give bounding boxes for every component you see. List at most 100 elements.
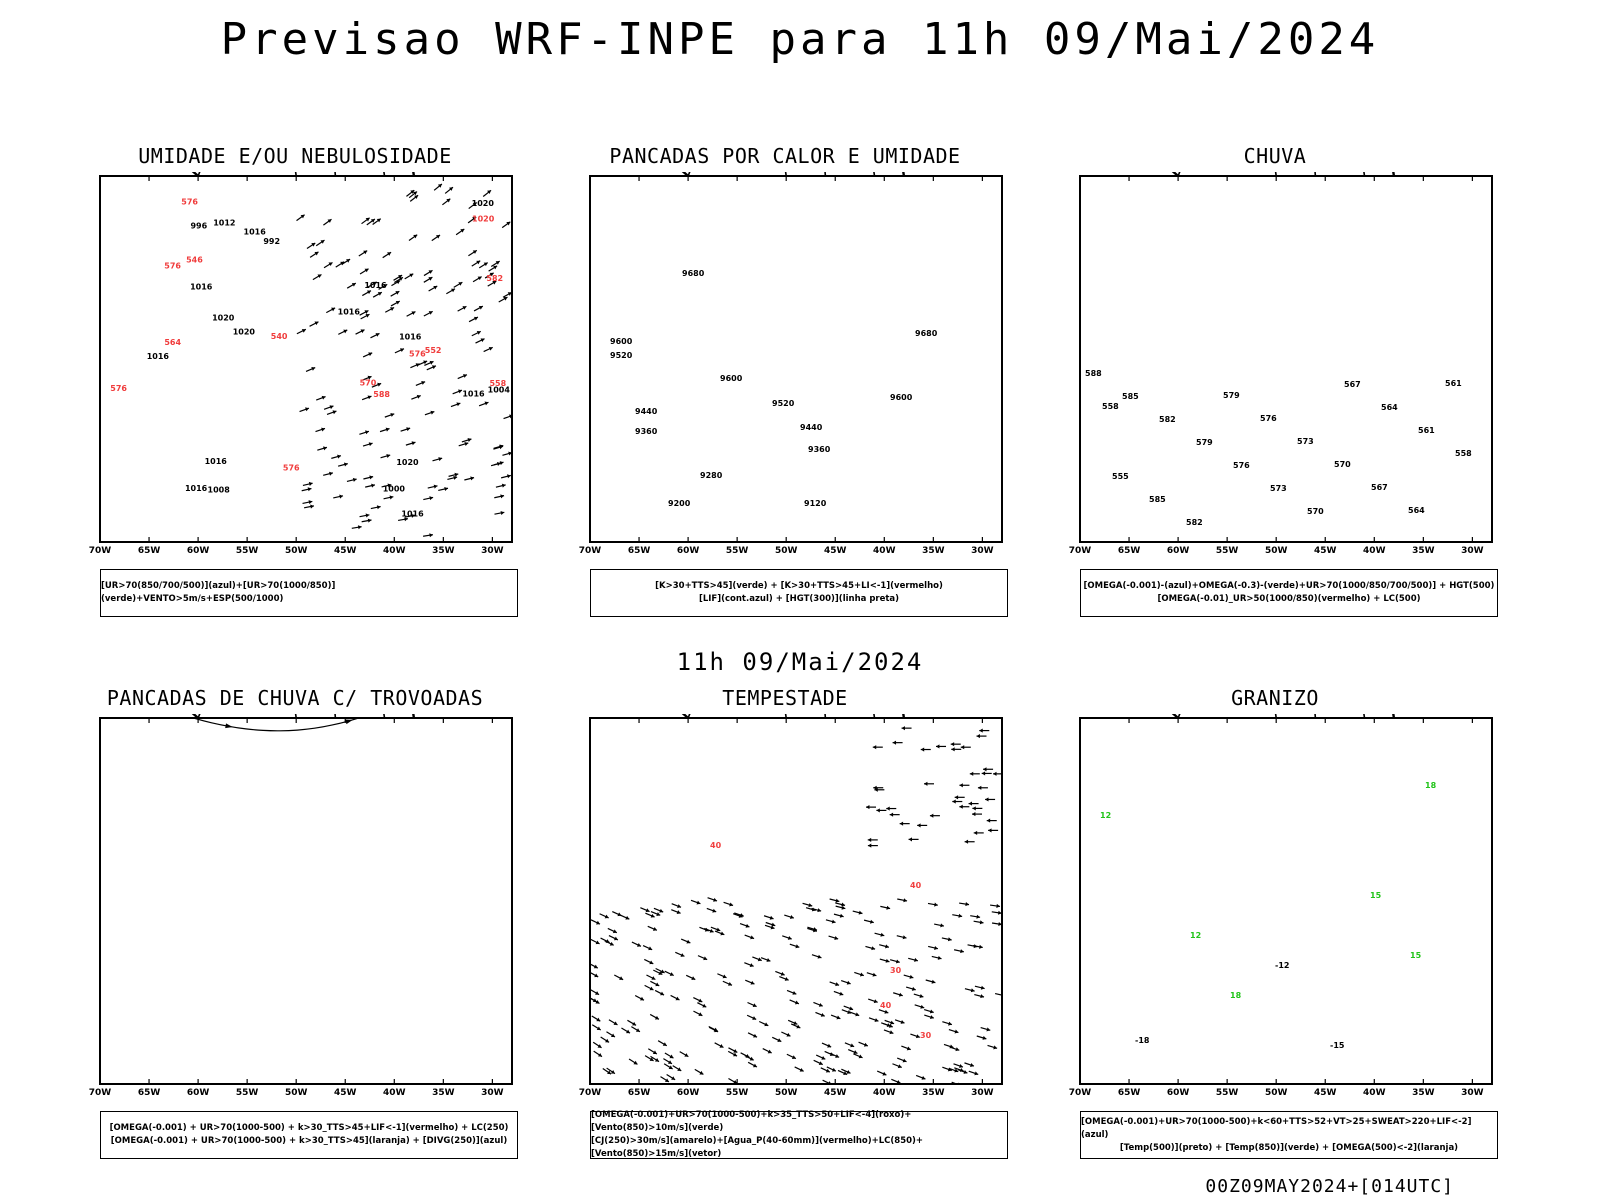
lon-tick-label: 50W <box>775 546 798 556</box>
lon-tick-label: 60W <box>1167 546 1190 556</box>
contour-label: 1016 <box>205 457 228 466</box>
legend-line: [Temp(500)](preto) + [Temp(850)](verde) … <box>1119 1142 1459 1153</box>
panel-legend: [OMEGA(-0.001)+UR>70(1000-500)+k>35_TTS>… <box>590 1110 1008 1159</box>
lon-tick-label: 55W <box>726 546 749 556</box>
contour-label: 9360 <box>808 445 831 454</box>
contour-label: 576 <box>110 384 127 393</box>
lon-tick-label: 60W <box>677 1088 700 1098</box>
contour-label: 1020 <box>472 199 495 208</box>
contour-label: 40 <box>880 1001 892 1010</box>
panel-title: TEMPESTADE <box>722 686 848 710</box>
legend-line: [OMEGA(-0.001)+UR>70(1000-500)+k<60+TTS>… <box>1081 1116 1472 1140</box>
contour-label: 9440 <box>635 407 658 416</box>
run-info-label: 00Z09MAY2024+[014UTC] <box>1205 1176 1454 1197</box>
lon-tick-label: 50W <box>775 1088 798 1098</box>
lon-tick-label: 65W <box>628 546 651 556</box>
legend-line: [OMEGA(-0.001)+UR>70(1000-500)+k>35_TTS>… <box>591 1110 912 1133</box>
contour-label: 12 <box>1190 931 1201 940</box>
lon-tick-label: 45W <box>1314 546 1337 556</box>
legend-line: [OMEGA(-0.001) + UR>70(1000-500) + k>30_… <box>110 1136 508 1146</box>
lon-tick-label: 70W <box>579 546 602 556</box>
map-trovoadas: 12S15S18S21S24S27S30S33S36S39S42S70W65W6… <box>89 714 513 1098</box>
contour-label: 567 <box>1344 380 1361 389</box>
map-chuva: 5885855825795765735705675645615585555855… <box>1069 172 1493 556</box>
contour-label: 1020 <box>396 458 419 467</box>
contour-label: 9600 <box>610 337 633 346</box>
contour-label: 12 <box>1100 811 1111 820</box>
lon-tick-label: 65W <box>1118 546 1141 556</box>
lon-tick-label: 45W <box>824 1088 847 1098</box>
contour-label: 1016 <box>338 307 361 316</box>
contour-label: 576 <box>283 463 300 472</box>
map-frame <box>1079 175 1493 543</box>
contour-label: -12 <box>1275 961 1289 970</box>
map-tempestade: 403040304012S15S18S21S24S27S30S33S36S39S… <box>579 714 1003 1098</box>
contour-label: 9200 <box>668 499 691 508</box>
contour-label: 564 <box>1381 403 1398 412</box>
valid-time-label: 11h 09/Mai/2024 <box>676 648 924 676</box>
panel-legend: [K>30+TTS>45](verde) + [K>30+TTS>45+LI<-… <box>590 569 1008 617</box>
contour-label: 30 <box>920 1031 932 1040</box>
contour-label: 579 <box>1196 438 1213 447</box>
contour-label: 1020 <box>472 214 495 223</box>
map-frame <box>99 717 513 1085</box>
lon-tick-label: 35W <box>432 546 455 556</box>
lon-tick-label: 30W <box>971 546 994 556</box>
lon-tick-label: 40W <box>873 546 896 556</box>
lon-tick-label: 70W <box>89 546 112 556</box>
contour-label: 570 <box>1334 460 1351 469</box>
contour-label: 582 <box>1159 415 1176 424</box>
lon-tick-label: 35W <box>922 1088 945 1098</box>
lon-tick-label: 30W <box>481 1088 504 1098</box>
contour-label: 9680 <box>682 269 705 278</box>
lon-tick-label: 65W <box>138 1088 161 1098</box>
contour-label: 992 <box>263 237 280 246</box>
lon-tick-label: 45W <box>334 1088 357 1098</box>
contour-label: 558 <box>489 379 506 388</box>
contour-label: 9360 <box>635 427 658 436</box>
lon-tick-label: 40W <box>383 546 406 556</box>
contour-label: -15 <box>1330 1041 1345 1050</box>
lon-tick-label: 60W <box>1167 1088 1190 1098</box>
contour-label: 552 <box>425 346 442 355</box>
legend-line: [UR>70(850/700/500)](azul)+[UR>70(1000/8… <box>101 581 336 604</box>
contour-label: 573 <box>1270 484 1287 493</box>
lon-tick-label: 70W <box>89 1088 112 1098</box>
contour-label: 1016 <box>401 510 424 519</box>
map-frame <box>1079 717 1493 1085</box>
panel-chuva: CHUVA 588 585 582 579 576 573 570 567 564 561 558 5… <box>1040 144 1510 644</box>
map-umidade: 1016 1016 1020 1016 1020 1016 1016 1020 1016 1012… <box>89 172 513 556</box>
contour-label: 576 <box>1233 461 1250 470</box>
panel-umidade: UMIDADE E/OU NEBULOSIDADE 1016 1016 1020 10… <box>60 144 530 644</box>
contour-label: 582 <box>1186 518 1203 527</box>
contour-label: 1012 <box>213 219 235 228</box>
lon-tick-label: 30W <box>481 546 504 556</box>
contour-label: 9120 <box>804 499 827 508</box>
panel-title: PANCADAS POR CALOR E UMIDADE <box>609 144 961 168</box>
contour-label: 555 <box>1112 472 1129 481</box>
panel-title: GRANIZO <box>1231 686 1319 710</box>
main-title: Previsao WRF-INPE para 11h 09/Mai/2024 <box>220 14 1380 65</box>
lon-tick-label: 55W <box>1216 1088 1239 1098</box>
lon-tick-label: 60W <box>187 1088 210 1098</box>
lon-tick-label: 30W <box>1461 546 1484 556</box>
contour-label: 579 <box>1223 391 1240 400</box>
lon-tick-label: 55W <box>1216 546 1239 556</box>
contour-label: 576 <box>1260 414 1277 423</box>
contour-label: 1020 <box>233 328 256 337</box>
contour-label: 1008 <box>208 486 231 495</box>
contour-label: 1000 <box>383 485 406 494</box>
lon-tick-label: 55W <box>236 546 259 556</box>
contour-label: 1016 <box>399 333 422 342</box>
panel-title: CHUVA <box>1243 144 1307 168</box>
contour-label: 15 <box>1370 891 1382 900</box>
lon-tick-label: 40W <box>383 1088 406 1098</box>
contour-label: 1016 <box>147 352 170 361</box>
lon-tick-label: 45W <box>1314 1088 1337 1098</box>
map-pancadas-calor: 9680 9600 9520 9440 9360 9280 9200 9680 9600 9520… <box>579 172 1003 556</box>
contour-label: 9680 <box>915 329 938 338</box>
contour-label: 1016 <box>190 283 213 292</box>
legend-line: [OMEGA(-0.001) + UR>70(1000-500) + k>30_… <box>109 1123 509 1133</box>
contour-label: 564 <box>164 338 181 347</box>
lon-tick-label: 35W <box>432 1088 455 1098</box>
